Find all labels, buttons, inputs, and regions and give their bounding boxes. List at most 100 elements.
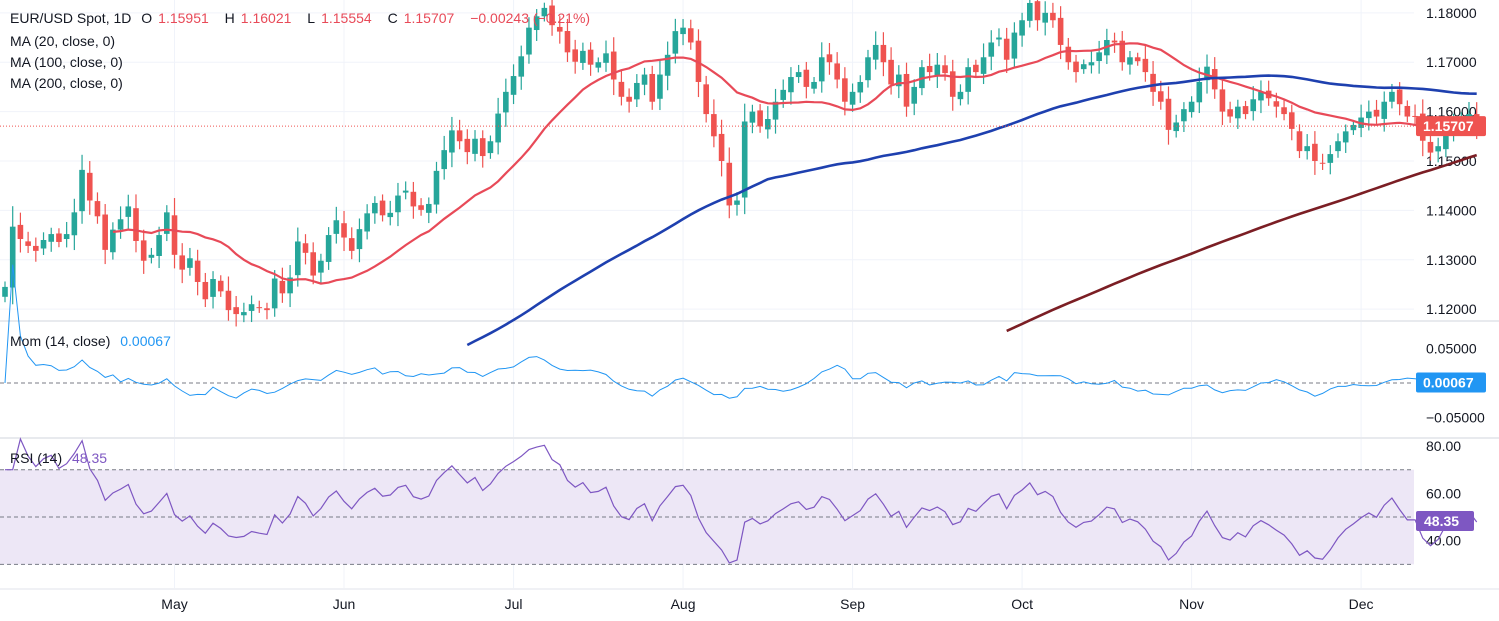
candle[interactable] (818, 57, 825, 82)
candle[interactable] (780, 89, 787, 100)
candle[interactable] (233, 307, 239, 315)
candle[interactable] (94, 201, 101, 217)
candle[interactable] (133, 208, 139, 241)
candle[interactable] (988, 42, 995, 57)
candle[interactable] (556, 26, 563, 32)
candle[interactable] (741, 121, 748, 198)
candle[interactable] (957, 91, 964, 100)
candle[interactable] (225, 290, 232, 311)
candle[interactable] (834, 63, 840, 80)
candle[interactable] (510, 76, 517, 95)
candle[interactable] (711, 114, 717, 137)
candle[interactable] (48, 234, 55, 242)
candle[interactable] (1019, 20, 1025, 36)
candle[interactable] (672, 31, 679, 54)
candle[interactable] (641, 74, 648, 85)
candle[interactable] (1150, 73, 1156, 92)
candle[interactable] (9, 226, 16, 288)
candle[interactable] (965, 67, 971, 92)
candle[interactable] (125, 206, 132, 217)
candle[interactable] (649, 73, 656, 102)
candle[interactable] (1366, 111, 1372, 119)
candle[interactable] (880, 44, 887, 63)
candle[interactable] (1119, 40, 1126, 63)
candle[interactable] (1443, 130, 1449, 150)
candle[interactable] (572, 49, 578, 62)
candle[interactable] (348, 238, 355, 251)
candle[interactable] (379, 200, 386, 216)
candle[interactable] (187, 258, 193, 268)
candle[interactable] (456, 130, 463, 142)
candle[interactable] (156, 235, 162, 256)
candle[interactable] (472, 138, 478, 154)
candle[interactable] (341, 223, 347, 238)
candle[interactable] (1250, 99, 1257, 112)
candle[interactable] (1042, 12, 1049, 23)
candle[interactable] (541, 7, 548, 17)
candle[interactable] (1219, 89, 1226, 112)
candle[interactable] (1435, 146, 1441, 152)
candle[interactable] (1134, 57, 1141, 62)
candle[interactable] (1173, 122, 1179, 132)
candle[interactable] (949, 71, 956, 97)
candle[interactable] (1011, 32, 1018, 59)
candle[interactable] (680, 27, 686, 35)
candle[interactable] (425, 203, 432, 213)
candle[interactable] (973, 64, 979, 73)
candle[interactable] (726, 162, 733, 206)
candle[interactable] (217, 280, 224, 292)
candle[interactable] (526, 27, 532, 55)
candle[interactable] (749, 111, 756, 123)
candle[interactable] (1142, 58, 1149, 73)
candle[interactable] (63, 234, 70, 240)
candle[interactable] (1073, 61, 1079, 73)
candle[interactable] (1381, 101, 1388, 119)
candle[interactable] (287, 277, 293, 294)
candle[interactable] (1057, 17, 1064, 45)
candle[interactable] (772, 101, 779, 120)
candle[interactable] (171, 215, 178, 255)
momentum-legend[interactable]: Mom (14, close) 0.00067 (10, 331, 177, 352)
candle[interactable] (888, 59, 894, 85)
candle[interactable] (1319, 162, 1326, 164)
candle[interactable] (1312, 143, 1318, 161)
candle[interactable] (1227, 109, 1233, 117)
candle[interactable] (1065, 46, 1072, 63)
candle[interactable] (1034, 1, 1041, 21)
candle[interactable] (1242, 106, 1249, 115)
candle[interactable] (110, 229, 116, 253)
candle[interactable] (1204, 66, 1210, 81)
candle[interactable] (610, 51, 617, 80)
candle[interactable] (1412, 115, 1418, 117)
candle[interactable] (372, 202, 378, 214)
candle[interactable] (140, 240, 147, 261)
candle[interactable] (279, 280, 286, 294)
ma20-legend[interactable]: MA (20, close, 0) (10, 33, 116, 49)
candle[interactable] (564, 31, 571, 53)
candle[interactable] (1181, 109, 1187, 122)
candle[interactable] (210, 279, 216, 297)
candle[interactable] (1427, 141, 1434, 153)
candle[interactable] (1288, 112, 1295, 129)
candle[interactable] (626, 96, 632, 102)
candle[interactable] (364, 213, 370, 232)
candle[interactable] (464, 138, 471, 153)
candle[interactable] (849, 91, 856, 105)
candle[interactable] (549, 5, 555, 26)
candle[interactable] (1342, 131, 1349, 143)
candle[interactable] (803, 69, 810, 87)
ma200-line[interactable] (1006, 153, 1478, 333)
candle[interactable] (25, 241, 31, 246)
candle[interactable] (842, 78, 848, 102)
candle[interactable] (1165, 98, 1172, 130)
candle[interactable] (495, 113, 501, 143)
candle[interactable] (1258, 91, 1264, 101)
candle[interactable] (1127, 57, 1133, 65)
candle[interactable] (1050, 12, 1056, 21)
candle[interactable] (395, 195, 401, 213)
candle[interactable] (1157, 91, 1164, 102)
candle[interactable] (33, 245, 39, 251)
ma100-legend[interactable]: MA (100, close, 0) (10, 54, 123, 70)
candle[interactable] (71, 212, 78, 236)
